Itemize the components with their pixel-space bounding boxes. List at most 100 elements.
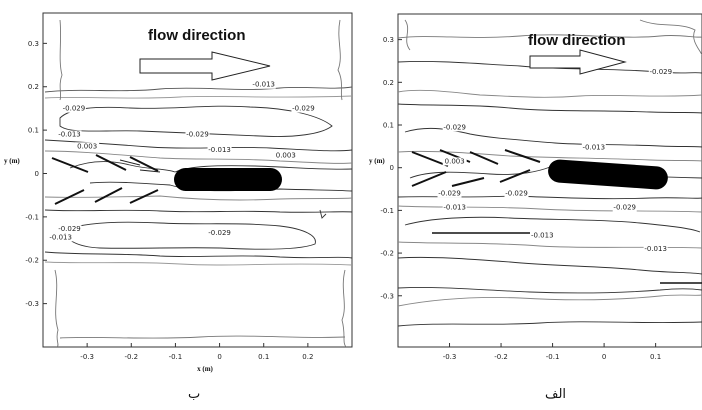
- y-tick-label: -0.3: [25, 300, 39, 308]
- contour-label: 0.003: [276, 151, 296, 159]
- panel-right-caption: الف: [545, 387, 567, 402]
- y-tick-label: -0.1: [380, 207, 394, 215]
- contour-line: [398, 89, 702, 98]
- contour-label-bg: [581, 143, 606, 152]
- contour-label-bg: [57, 225, 82, 234]
- contour-line: [337, 19, 343, 101]
- contour-label: -0.029: [649, 68, 672, 76]
- panel-left-x-ticks: -0.3 -0.2 -0.1 0 0.1 0.2: [80, 343, 313, 361]
- contour-label-bg: [207, 229, 232, 238]
- contour-label: -0.013: [583, 143, 606, 151]
- panel-left-frame: [42, 12, 353, 348]
- y-tick-label: 0.3: [28, 40, 39, 48]
- contour-label-bg: [442, 203, 467, 212]
- contour-label: -0.029: [292, 105, 315, 113]
- y-tick-label: 0.1: [383, 122, 394, 130]
- contour-label: -0.029: [186, 131, 209, 139]
- flow-direction-arrow-icon: [139, 51, 271, 81]
- y-tick-label: 0.1: [28, 127, 39, 135]
- y-tick-label: 0.2: [383, 79, 394, 87]
- y-tick-label: 0.3: [383, 36, 394, 44]
- contour-label: -0.029: [613, 204, 636, 212]
- panel-left-y-ticks: 0.3 0.2 0.1 0 -0.1 -0.2 -0.3: [25, 40, 47, 308]
- contour-line: [44, 150, 352, 164]
- inflow-streak: [319, 209, 327, 219]
- contour-label-bg: [442, 123, 467, 132]
- panel-right-frame: [397, 13, 702, 348]
- x-tick-label: 0.1: [258, 353, 269, 361]
- contour-line: [54, 269, 59, 347]
- contour-line: [639, 19, 702, 56]
- y-tick-label: 0: [390, 164, 394, 172]
- contour-line: [64, 221, 316, 250]
- contour-label-bg: [291, 104, 316, 113]
- flow-direction-arrow-icon: [529, 49, 627, 75]
- contour-label: -0.013: [531, 231, 554, 239]
- bluff-body: [548, 159, 668, 190]
- contour-line: [44, 209, 352, 213]
- contour-label: -0.013: [644, 245, 667, 253]
- inflow-streak: [411, 149, 541, 187]
- contour-label-bg: [185, 130, 210, 139]
- contour-label-bg: [75, 142, 100, 151]
- panel-right: -0.029 -0.029 -0.013 0.003 -0.029 -0.029 -0.01…: [369, 13, 702, 361]
- contour-label: -0.013: [208, 146, 231, 154]
- x-tick-label: -0.3: [443, 353, 457, 361]
- x-tick-label: 0.2: [302, 353, 313, 361]
- x-tick-label: -0.3: [80, 353, 94, 361]
- contour-label-bg: [530, 231, 555, 240]
- panel-right-contour-labels: -0.029 -0.029 -0.013 0.003 -0.029 -0.029 -0.01…: [437, 67, 673, 253]
- contour-line: [398, 205, 702, 213]
- contour-label: -0.013: [252, 81, 275, 89]
- bluff-body: [174, 168, 282, 191]
- flow-direction-label: flow direction: [148, 27, 246, 44]
- contour-label-bg: [57, 130, 82, 139]
- contour-line: [398, 256, 702, 275]
- contour-label: -0.029: [443, 123, 466, 131]
- y-tick-label: -0.2: [380, 250, 394, 258]
- contour-label: -0.013: [443, 204, 466, 212]
- x-tick-label: 0: [602, 353, 606, 361]
- inflow-streak: [119, 159, 161, 173]
- x-tick-label: -0.1: [169, 353, 183, 361]
- panel-right-y-ticks: 0.3 0.2 0.1 0 -0.1 -0.2 -0.3: [380, 36, 402, 300]
- contour-line: [398, 103, 702, 114]
- x-tick-label: 0.1: [650, 353, 661, 361]
- contour-label: -0.029: [505, 189, 528, 197]
- contour-label: -0.029: [58, 225, 81, 233]
- contour-line: [59, 19, 63, 101]
- contour-label-bg: [251, 80, 276, 89]
- contour-label-bg: [273, 151, 298, 160]
- contour-label: -0.013: [58, 131, 81, 139]
- contour-line: [398, 294, 702, 307]
- contour-label-bg: [648, 67, 673, 76]
- panel-right-contours: [398, 19, 702, 327]
- contour-label-bg: [612, 203, 637, 212]
- contour-label: -0.013: [49, 233, 72, 241]
- contour-label: 0.003: [445, 157, 465, 165]
- contour-label-bg: [643, 244, 668, 253]
- x-tick-label: 0: [217, 353, 221, 361]
- panel-left-y-axis-label: y (m): [4, 157, 20, 165]
- contour-line: [44, 251, 352, 259]
- contour-label-bg: [61, 104, 86, 113]
- contour-label: 0.003: [77, 142, 97, 150]
- contour-label-bg: [48, 233, 73, 242]
- panel-left-x-axis-label: x (m): [197, 365, 213, 373]
- x-tick-label: -0.1: [546, 353, 560, 361]
- contour-label-bg: [207, 145, 232, 154]
- contour-line: [404, 216, 701, 233]
- contour-line: [398, 34, 702, 39]
- panel-right-y-axis-label: y (m): [369, 157, 385, 165]
- contour-label-bg: [504, 189, 529, 198]
- contour-line: [59, 105, 333, 137]
- contour-line: [398, 287, 702, 294]
- x-tick-label: -0.2: [124, 353, 138, 361]
- y-tick-label: 0: [35, 170, 39, 178]
- contour-label: -0.029: [63, 105, 86, 113]
- contour-line: [44, 261, 352, 266]
- contour-line: [398, 321, 702, 327]
